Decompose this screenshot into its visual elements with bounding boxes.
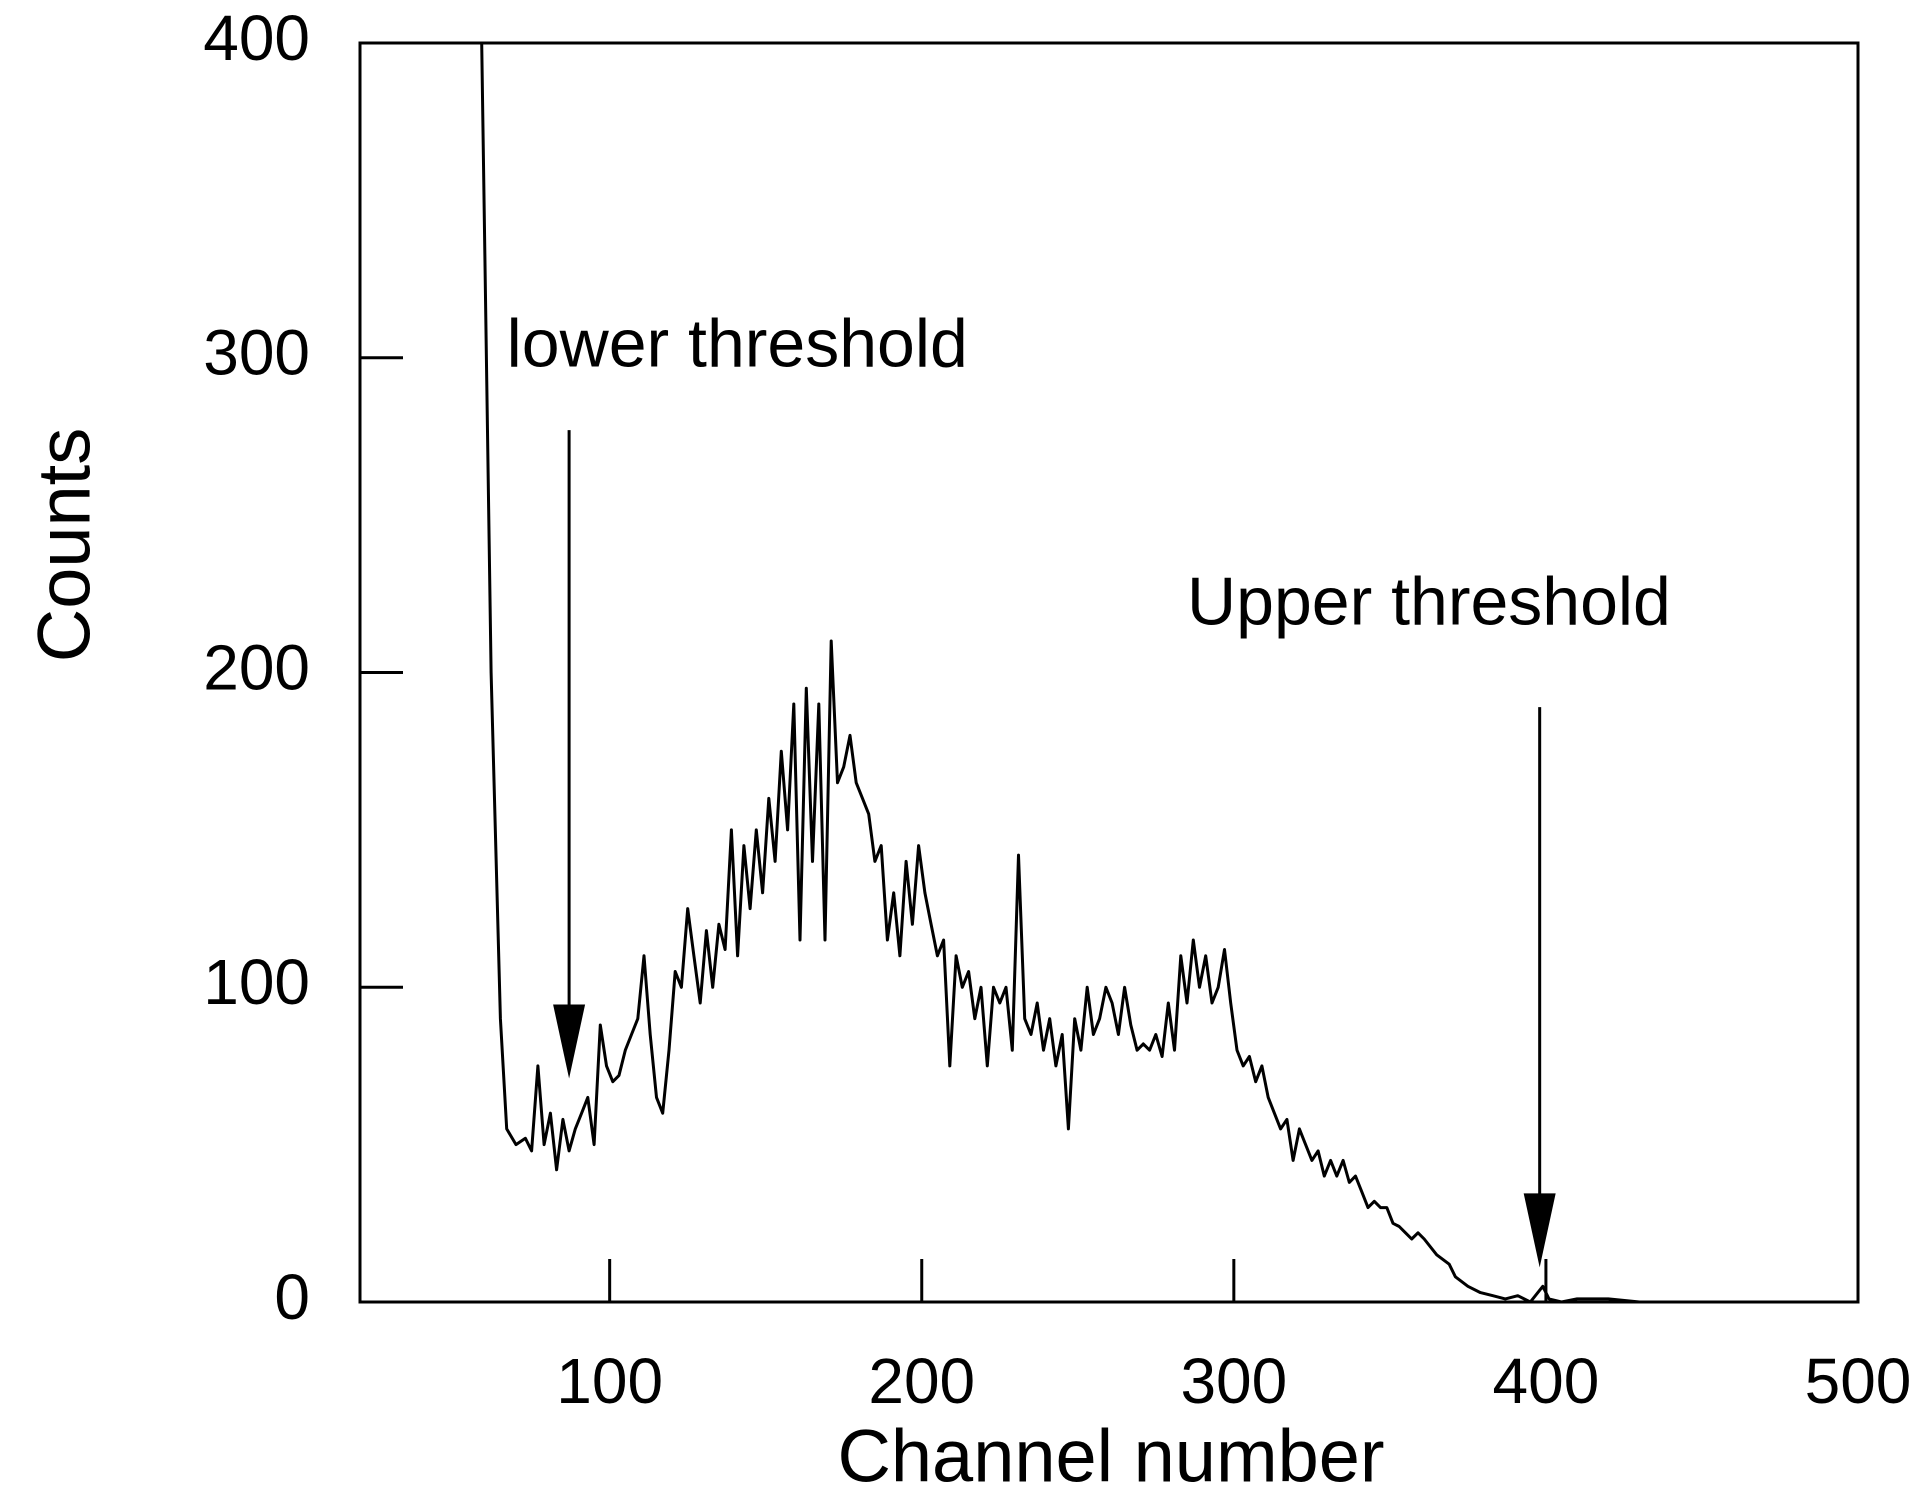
y-axis-label: Counts bbox=[23, 428, 106, 662]
y-tick-label: 300 bbox=[203, 317, 310, 389]
x-tick-label: 200 bbox=[868, 1345, 975, 1417]
y-tick-label: 0 bbox=[274, 1261, 310, 1333]
plot-frame bbox=[358, 41, 1860, 1304]
y-tick-label: 100 bbox=[203, 946, 310, 1018]
x-axis-label: Channel number bbox=[837, 1415, 1384, 1498]
y-tick-label: 400 bbox=[203, 2, 310, 74]
annotation-arrow-head bbox=[553, 1004, 586, 1079]
annotation-text: lower threshold bbox=[507, 305, 968, 381]
x-tick-label: 400 bbox=[1493, 1345, 1600, 1417]
x-tick-label: 500 bbox=[1805, 1345, 1912, 1417]
spectrum-line bbox=[480, 43, 1702, 1302]
x-tick-label: 100 bbox=[556, 1345, 663, 1417]
annotation-arrow-head bbox=[1523, 1193, 1556, 1268]
annotation-text: Upper threshold bbox=[1187, 563, 1671, 639]
x-tick-label: 300 bbox=[1180, 1345, 1287, 1417]
y-tick-label: 200 bbox=[203, 631, 310, 703]
